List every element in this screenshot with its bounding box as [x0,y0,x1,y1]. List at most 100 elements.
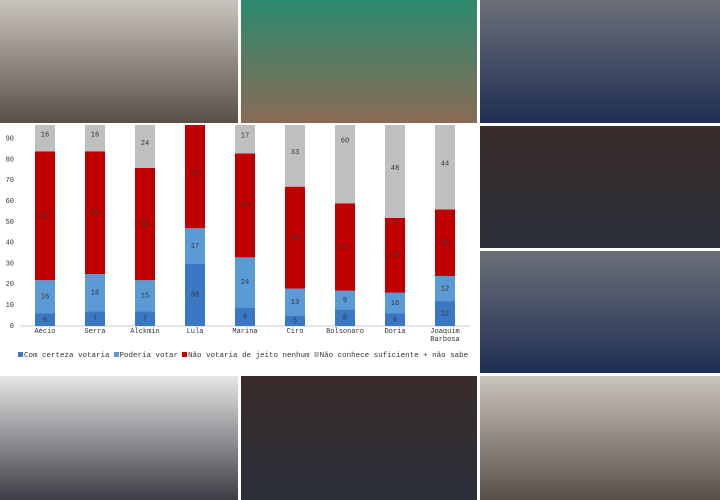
data-label: 8 [343,315,347,323]
legend-item: Não votaria de jeito nenhum [182,352,310,360]
x-tick-label: Serra [84,328,106,336]
bar-segment [135,167,155,281]
y-tick-label: 20 [6,281,14,289]
bar-segment [335,290,355,310]
data-label: 48 [391,165,399,173]
legend-item: Com certeza votaria [18,352,110,360]
bar-segment [435,209,455,277]
bar-segment [135,280,155,312]
data-label: 36 [391,252,399,260]
bar-segment [385,313,405,326]
legend-item: Não conhece suficiente + não sabe [313,352,469,360]
photo [0,376,238,500]
bar-segment [135,311,155,326]
photo [480,126,720,248]
data-label: 17 [191,243,199,251]
data-label: 5 [293,318,297,326]
bar-segment [335,203,355,291]
x-tick-label: Bolsonaro [326,328,364,336]
bar-segment [135,125,155,168]
data-label: 62 [41,213,49,221]
data-label: 16 [41,131,49,139]
bar-segment [235,153,255,258]
y-tick-label: 70 [6,177,14,185]
legend-swatch [113,352,119,357]
x-tick-label: Lula [186,328,204,336]
bar-segment [235,307,255,326]
x-tick-label: Marina [232,328,258,336]
data-label: 42 [341,244,349,252]
bar-segment [185,125,205,229]
bar-segment [235,257,255,308]
bar-segment [285,315,305,326]
legend: Com certeza votaria Poderia votar Não vota… [18,352,472,360]
data-label: 54 [141,221,149,229]
photo [480,376,720,500]
x-tick-label: Ciro [286,328,304,336]
photo [480,251,720,373]
bar-segment [435,301,455,326]
data-label: 7 [93,316,97,324]
legend-label: Poderia votar [119,352,179,360]
data-label: 9 [343,297,347,305]
data-label: 13 [291,299,299,307]
bar-segment [85,151,105,274]
legend-swatch [313,352,319,357]
y-tick-label: 50 [6,219,14,227]
bar-segment [85,274,105,312]
data-label: 18 [91,290,99,298]
bar-segment [35,313,55,326]
data-label: 33 [291,149,299,157]
data-label: 32 [441,240,449,248]
data-label: 10 [391,300,399,308]
data-label: 24 [141,140,149,148]
data-label: 50 [241,202,249,210]
data-label: 17 [241,133,249,141]
legend-label: Com certeza votaria [24,352,110,360]
bar-segment [85,311,105,326]
data-label: 16 [41,294,49,302]
y-tick-label: 80 [6,156,14,164]
bar-segment [285,288,305,316]
bar-segment [185,228,205,264]
y-tick-label: 90 [6,136,14,144]
data-label: 12 [441,285,449,293]
legend-swatch [18,352,23,357]
x-tick-label: Aécio [34,328,56,336]
data-label: 6 [393,317,397,325]
data-label: 59 [91,209,99,217]
y-tick-label: 40 [6,240,14,248]
data-label: 30 [191,292,199,300]
bar-segment [285,125,305,187]
bar-segment [35,125,55,152]
data-label: 9 [243,313,247,321]
data-label: 60 [341,138,349,146]
bar-segment [385,217,405,293]
bar-segment [235,125,255,154]
bar-segment [35,280,55,314]
photo [241,376,477,500]
photo [241,0,477,123]
data-label: 12 [441,310,449,318]
legend-label: Não conhece suficiente + não sabe [319,352,469,360]
legend-item: Poderia votar [113,352,179,360]
data-label: 49 [291,234,299,242]
x-tick-label: Joaquim Barbosa [430,328,460,344]
x-tick-label: Alckmin [130,328,160,336]
bar-segment [285,186,305,289]
x-tick-label: Doria [384,328,406,336]
bar-segment [385,125,405,218]
plot: 0102030405060708090616621671859167155424… [6,125,470,331]
photo [0,0,238,123]
data-label: 24 [241,279,249,287]
data-label: 44 [441,161,449,169]
y-tick-label: 0 [10,323,14,331]
legend-label: Não votaria de jeito nenhum [188,352,310,360]
y-tick-label: 10 [6,302,14,310]
data-label: 15 [141,293,149,301]
bar-segment [185,263,205,326]
bar-segment [385,292,405,314]
bar-segment [435,276,455,302]
bar-segment [85,125,105,152]
